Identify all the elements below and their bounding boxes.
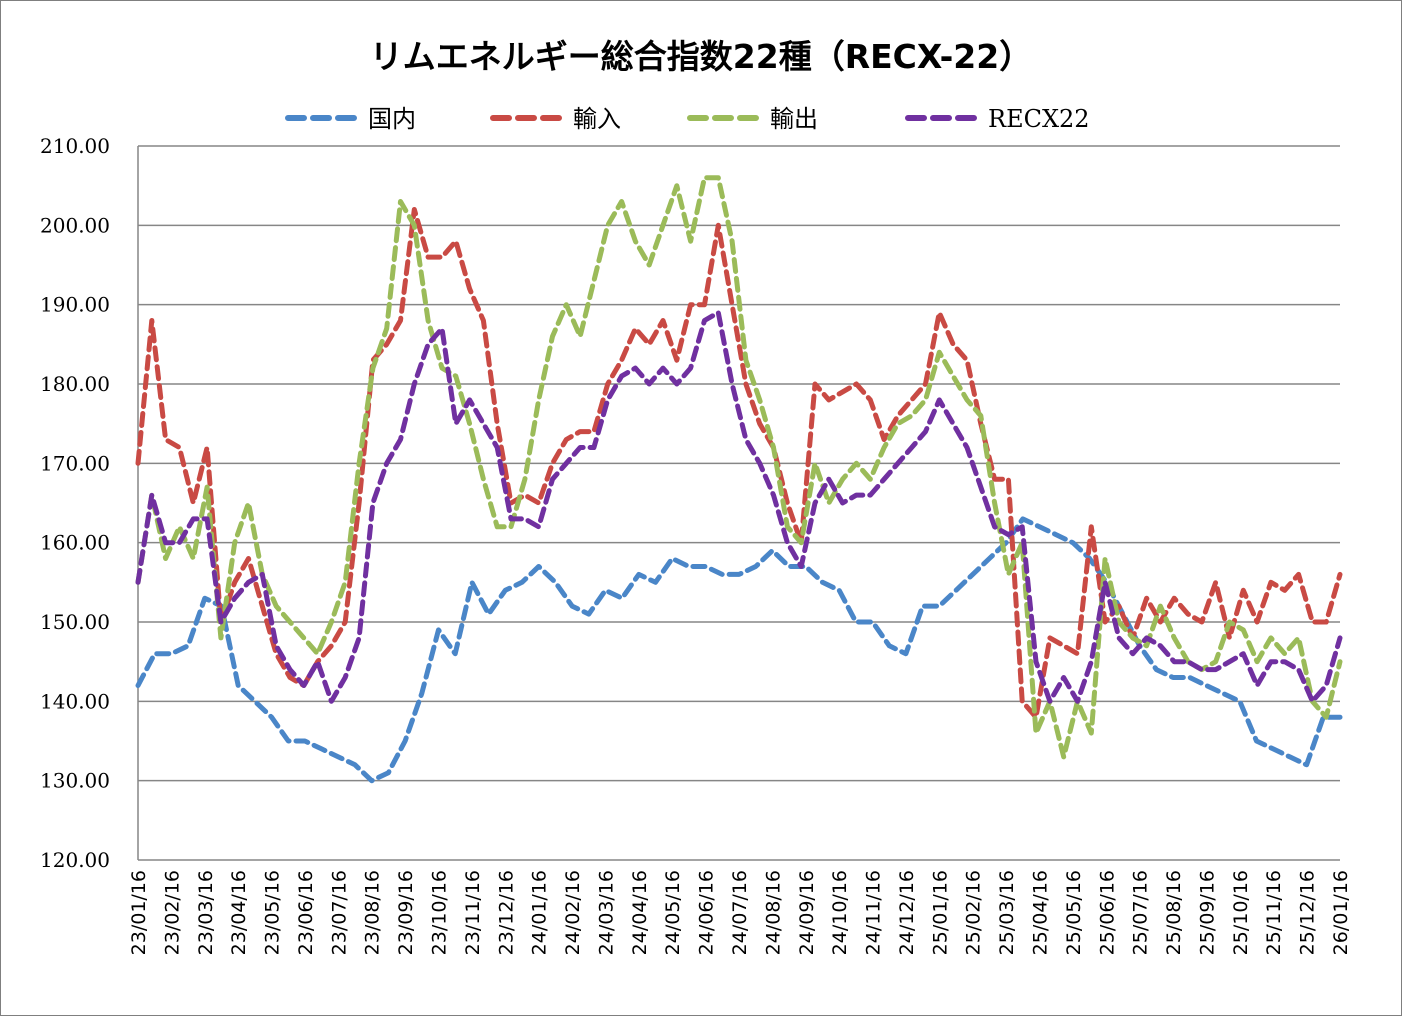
x-tick-label: 26/01/16 [1330, 870, 1352, 955]
x-tick-label: 23/10/16 [429, 870, 451, 955]
x-tick-label: 23/02/16 [161, 870, 183, 955]
x-tick-label: 25/06/16 [1096, 870, 1118, 955]
x-tick-label: 24/05/16 [662, 870, 684, 955]
x-tick-label: 24/06/16 [696, 870, 718, 955]
legend-label: RECX22 [988, 105, 1090, 133]
y-tick-label: 130.00 [40, 769, 110, 793]
legend: 国内 輸入 輸出 RECX22 [285, 105, 1090, 133]
y-tick-label: 200.00 [40, 213, 110, 237]
series-line-1 [135, 207, 1343, 720]
legend-label: 輸入 [573, 105, 621, 133]
series-line-3 [135, 310, 1343, 704]
x-tick-label: 25/03/16 [996, 870, 1018, 955]
x-tick-label: 25/07/16 [1130, 870, 1152, 955]
x-tick-label: 24/12/16 [896, 870, 918, 955]
x-tick-label: 25/10/16 [1230, 870, 1252, 955]
x-tick-label: 24/10/16 [829, 870, 851, 955]
y-tick-label: 170.00 [40, 451, 110, 475]
x-tick-label: 25/05/16 [1063, 870, 1085, 955]
legend-label: 国内 [368, 105, 416, 133]
y-tick-label: 210.00 [40, 134, 110, 158]
y-axis: 120.00 130.00 140.00 150.00 160.00 170.00 180.… [40, 134, 139, 872]
x-tick-label: 25/11/16 [1263, 870, 1285, 955]
x-tick-label: 23/07/16 [328, 870, 350, 955]
x-axis: 23/01/16 23/02/16 23/03/16 23/04/16 23/05/16… [128, 870, 1352, 955]
x-tick-label: 25/01/16 [929, 870, 951, 955]
x-tick-label: 24/02/16 [562, 870, 584, 955]
x-tick-label: 23/11/16 [462, 870, 484, 955]
x-tick-label: 25/04/16 [1030, 870, 1052, 955]
x-tick-label: 24/08/16 [762, 870, 784, 955]
x-tick-label: 25/08/16 [1163, 870, 1185, 955]
gridlines [138, 145, 1340, 861]
x-tick-label: 24/11/16 [863, 870, 885, 955]
x-tick-label: 23/05/16 [262, 870, 284, 955]
x-tick-label: 23/03/16 [195, 870, 217, 955]
series-lines [135, 175, 1343, 784]
x-tick-label: 24/07/16 [729, 870, 751, 955]
x-tick-label: 23/08/16 [362, 870, 384, 955]
y-tick-label: 180.00 [40, 372, 110, 396]
y-tick-label: 150.00 [40, 610, 110, 634]
x-tick-label: 25/12/16 [1297, 870, 1319, 955]
x-tick-label: 24/09/16 [796, 870, 818, 955]
x-tick-label: 24/03/16 [595, 870, 617, 955]
chart-title: リムエネルギー総合指数22種（RECX-22） [369, 37, 1033, 76]
x-tick-label: 23/12/16 [495, 870, 517, 955]
y-tick-label: 140.00 [40, 689, 110, 713]
x-tick-label: 25/09/16 [1196, 870, 1218, 955]
legend-label: 輸出 [770, 105, 818, 133]
x-tick-label: 23/09/16 [395, 870, 417, 955]
x-tick-label: 24/01/16 [529, 870, 551, 955]
x-tick-label: 23/01/16 [128, 870, 150, 955]
series-line-2 [135, 175, 1343, 760]
y-tick-label: 160.00 [40, 531, 110, 555]
y-tick-label: 120.00 [40, 848, 110, 872]
x-tick-label: 24/04/16 [629, 870, 651, 955]
y-tick-label: 190.00 [40, 293, 110, 317]
x-tick-label: 25/02/16 [963, 870, 985, 955]
x-tick-label: 23/04/16 [228, 870, 250, 955]
x-tick-label: 23/06/16 [295, 870, 317, 955]
